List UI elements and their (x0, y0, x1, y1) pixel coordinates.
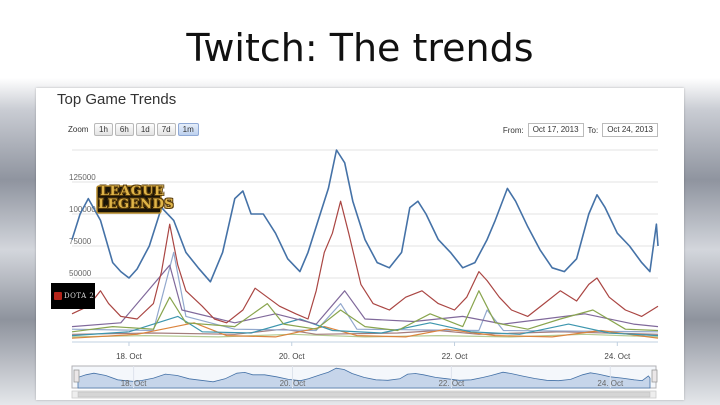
y-tick-label-3: 125000 (69, 173, 96, 182)
navigator-tick-label-2: 22. Oct (438, 379, 465, 388)
zoom-button-6h[interactable]: 6h (114, 123, 134, 136)
x-tick-label-2: 22. Oct (442, 352, 469, 361)
chart-title: Top Game Trends (57, 91, 177, 108)
league-of-legends-logo-line1: LEAGUE (100, 184, 165, 199)
navigator-handle-left[interactable] (73, 369, 80, 383)
navigator-tick-label-1: 20. Oct (280, 379, 307, 388)
to-label: To: (587, 125, 599, 135)
series-line-1 (71, 200, 659, 324)
y-tick-label-1: 75000 (69, 237, 92, 246)
to-date-input[interactable]: Oct 24, 2013 (602, 123, 658, 137)
series-line-3 (71, 264, 659, 328)
x-tick-label-1: 20. Oct (279, 352, 306, 361)
series-line-6 (71, 251, 659, 333)
navigator-handle-right[interactable] (651, 369, 658, 383)
zoom-button-1m[interactable]: 1m (177, 123, 199, 136)
zoom-button-1h[interactable]: 1h (94, 123, 113, 136)
league-of-legends-logo-bg (96, 185, 162, 214)
from-label: From: (502, 125, 524, 135)
series-line-7 (71, 328, 659, 335)
x-tick-label-3: 24. Oct (604, 352, 631, 361)
navigator-tick-label-3: 24. Oct (597, 379, 624, 388)
navigator-scrollbar-thumb[interactable] (77, 391, 651, 398)
date-range: From: Oct 17, 2013 To: Oct 24, 2013 (503, 123, 658, 137)
dota2-icon (54, 292, 62, 300)
dota2-logo-text: DOTA 2 (64, 292, 95, 300)
series-line-0 (71, 149, 659, 283)
zoom-label: Zoom (68, 125, 89, 134)
zoom-button-group: 1h 6h 1d 7d 1m (94, 123, 199, 136)
dota2-logo: DOTA 2 (51, 283, 95, 309)
series-line-4 (71, 315, 659, 337)
x-tick-label-0: 18. Oct (116, 352, 143, 361)
y-tick-label-0: 50000 (69, 269, 92, 278)
navigator-tick-label-0: 18. Oct (121, 379, 148, 388)
slide-title: Twitch: The trends (186, 26, 534, 70)
from-date-input[interactable]: Oct 17, 2013 (527, 123, 584, 137)
league-of-legends-logo-line2: LEGENDS (98, 197, 175, 212)
zoom-button-7d[interactable]: 7d (156, 123, 176, 136)
chart-panel: Top Game Trends Zoom 1h 6h 1d 7d 1m From… (36, 88, 684, 400)
series-line-5 (71, 322, 659, 339)
series-line-8 (71, 333, 659, 338)
navigator-area (77, 367, 651, 389)
zoom-button-1d[interactable]: 1d (135, 123, 155, 136)
series-line-2 (71, 290, 659, 333)
